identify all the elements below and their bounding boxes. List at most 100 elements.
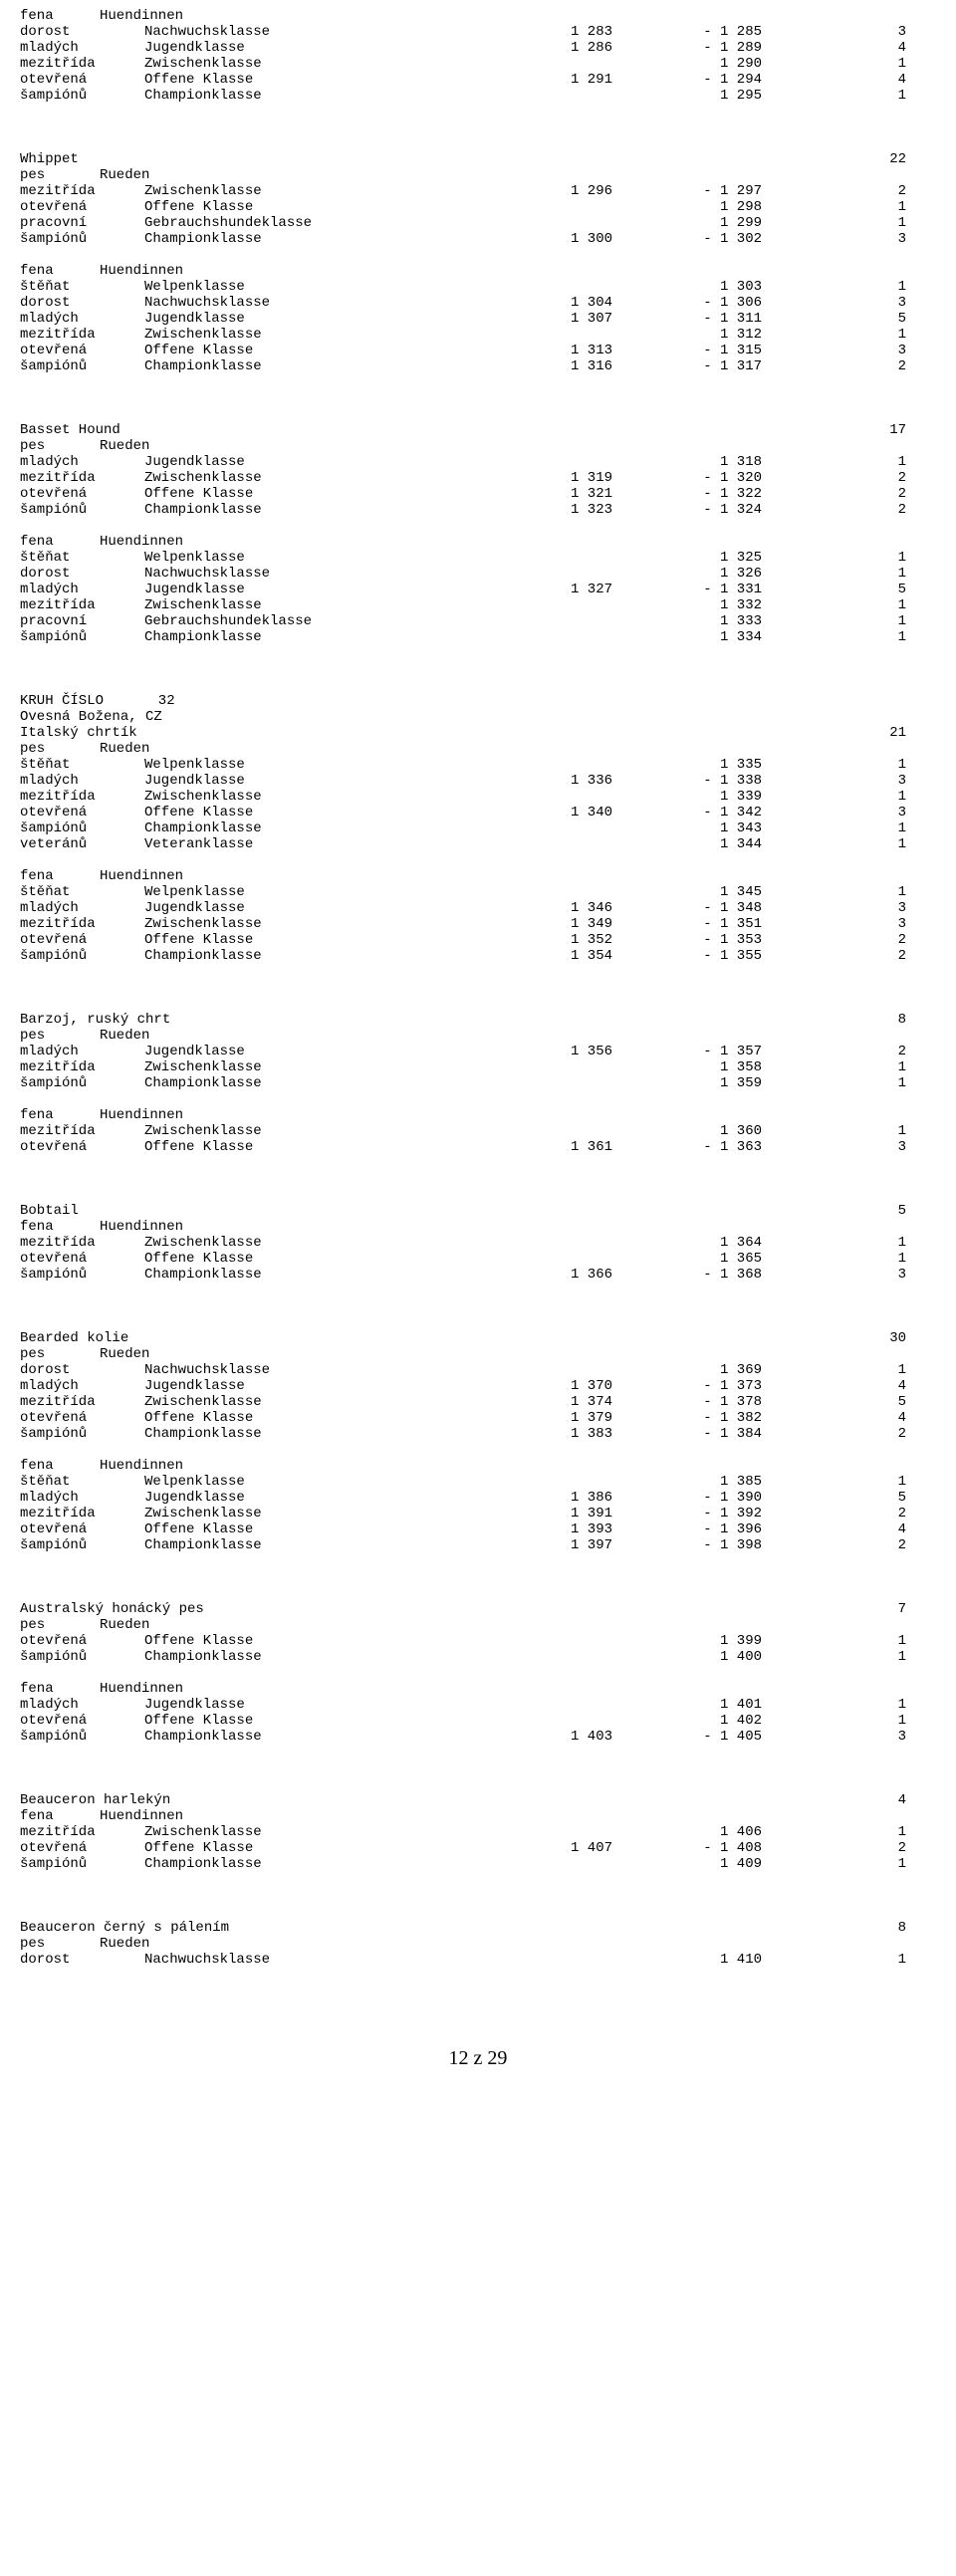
range-to: - 1 324 xyxy=(612,502,762,518)
count: 3 xyxy=(762,231,906,247)
class-row: šampiónůChampionklasse1 3341 xyxy=(20,629,906,645)
range-from xyxy=(443,56,612,72)
range-to: - 1 390 xyxy=(612,1490,762,1506)
class-cz: šampiónů xyxy=(20,502,144,518)
count: 5 xyxy=(762,311,906,327)
class-cz: mladých xyxy=(20,1697,144,1713)
class-cz: otevřená xyxy=(20,1840,144,1856)
count: 1 xyxy=(762,884,906,900)
range-to: - 1 331 xyxy=(612,582,762,597)
section-col2: Huendinnen xyxy=(100,1458,183,1474)
breed-name: Basset Hound xyxy=(20,422,443,438)
range-to: 1 334 xyxy=(612,629,762,645)
class-cz: mezitřída xyxy=(20,470,144,486)
count: 5 xyxy=(762,582,906,597)
range-from: 1 336 xyxy=(443,773,612,789)
count: 4 xyxy=(762,72,906,88)
range-from xyxy=(443,1649,612,1665)
class-row: otevřenáOffene Klasse1 379- 1 3824 xyxy=(20,1410,906,1426)
range-from: 1 346 xyxy=(443,900,612,916)
class-cz: mezitřída xyxy=(20,1235,144,1251)
breed-header: Barzoj, ruský chrt8 xyxy=(20,1012,906,1028)
range-from xyxy=(443,789,612,805)
class-row: mladýchJugendklasse1 286- 1 2894 xyxy=(20,40,906,56)
class-de: Jugendklasse xyxy=(144,1378,443,1394)
breed-count: 7 xyxy=(742,1601,906,1617)
class-row: šampiónůChampionklasse1 300- 1 3023 xyxy=(20,231,906,247)
class-de: Zwischenklasse xyxy=(144,1235,443,1251)
class-de: Zwischenklasse xyxy=(144,1059,443,1075)
range-from: 1 407 xyxy=(443,1840,612,1856)
class-cz: otevřená xyxy=(20,1713,144,1729)
class-cz: šampiónů xyxy=(20,820,144,836)
breed-header: Beauceron černý s pálením8 xyxy=(20,1920,906,1936)
range-to: - 1 363 xyxy=(612,1139,762,1155)
count: 2 xyxy=(762,470,906,486)
class-cz: otevřená xyxy=(20,1633,144,1649)
count: 3 xyxy=(762,295,906,311)
range-from xyxy=(443,613,612,629)
class-de: Jugendklasse xyxy=(144,582,443,597)
class-cz: mladých xyxy=(20,40,144,56)
count: 2 xyxy=(762,1506,906,1522)
class-de: Championklasse xyxy=(144,629,443,645)
count: 1 xyxy=(762,1251,906,1267)
class-de: Offene Klasse xyxy=(144,486,443,502)
class-de: Zwischenklasse xyxy=(144,183,443,199)
class-cz: mezitřída xyxy=(20,56,144,72)
class-de: Jugendklasse xyxy=(144,40,443,56)
class-cz: dorost xyxy=(20,566,144,582)
class-row: šampiónůChampionklasse1 4001 xyxy=(20,1649,906,1665)
range-from: 1 291 xyxy=(443,72,612,88)
range-to: - 1 378 xyxy=(612,1394,762,1410)
range-to: 1 369 xyxy=(612,1362,762,1378)
class-row: šampiónůChampionklasse1 397- 1 3982 xyxy=(20,1537,906,1553)
class-row: otevřenáOffene Klasse1 340- 1 3423 xyxy=(20,805,906,820)
class-row: otevřenáOffene Klasse1 3991 xyxy=(20,1633,906,1649)
class-row: otevřenáOffene Klasse1 321- 1 3222 xyxy=(20,486,906,502)
class-de: Offene Klasse xyxy=(144,1633,443,1649)
class-cz: štěňat xyxy=(20,279,144,295)
class-de: Championklasse xyxy=(144,1729,443,1745)
class-de: Offene Klasse xyxy=(144,932,443,948)
breed-header: Bearded kolie30 xyxy=(20,1330,906,1346)
range-from xyxy=(443,597,612,613)
range-to: 1 344 xyxy=(612,836,762,852)
range-to: - 1 342 xyxy=(612,805,762,820)
range-to: - 1 338 xyxy=(612,773,762,789)
section-gap xyxy=(20,645,906,693)
class-row: mladýchJugendklasse1 3181 xyxy=(20,454,906,470)
class-de: Zwischenklasse xyxy=(144,1506,443,1522)
class-row: šampiónůChampionklasse1 4091 xyxy=(20,1856,906,1872)
class-cz: mezitřída xyxy=(20,1123,144,1139)
class-de: Welpenklasse xyxy=(144,884,443,900)
class-cz: otevřená xyxy=(20,486,144,502)
class-de: Zwischenklasse xyxy=(144,789,443,805)
section-row: pesRueden xyxy=(20,1936,906,1952)
class-row: mezitřídaZwischenklasse1 296- 1 2972 xyxy=(20,183,906,199)
class-cz: mladých xyxy=(20,1378,144,1394)
range-from xyxy=(443,199,612,215)
range-from: 1 356 xyxy=(443,1044,612,1059)
range-from: 1 304 xyxy=(443,295,612,311)
section-col2: Huendinnen xyxy=(100,1219,183,1235)
range-from: 1 319 xyxy=(443,470,612,486)
class-de: Offene Klasse xyxy=(144,199,443,215)
range-from xyxy=(443,1856,612,1872)
count: 3 xyxy=(762,1139,906,1155)
range-from: 1 391 xyxy=(443,1506,612,1522)
section-col2: Rueden xyxy=(100,1346,149,1362)
range-to: - 1 368 xyxy=(612,1267,762,1283)
class-cz: mezitřída xyxy=(20,1824,144,1840)
blank-line xyxy=(20,247,906,263)
count: 1 xyxy=(762,566,906,582)
class-de: Nachwuchsklasse xyxy=(144,1362,443,1378)
range-to: - 1 405 xyxy=(612,1729,762,1745)
count: 2 xyxy=(762,1426,906,1442)
class-row: šampiónůChampionklasse1 383- 1 3842 xyxy=(20,1426,906,1442)
range-to: 1 290 xyxy=(612,56,762,72)
class-cz: otevřená xyxy=(20,1522,144,1537)
class-row: štěňatWelpenklasse1 3851 xyxy=(20,1474,906,1490)
range-from xyxy=(443,327,612,343)
class-row: otevřenáOffene Klasse1 393- 1 3964 xyxy=(20,1522,906,1537)
